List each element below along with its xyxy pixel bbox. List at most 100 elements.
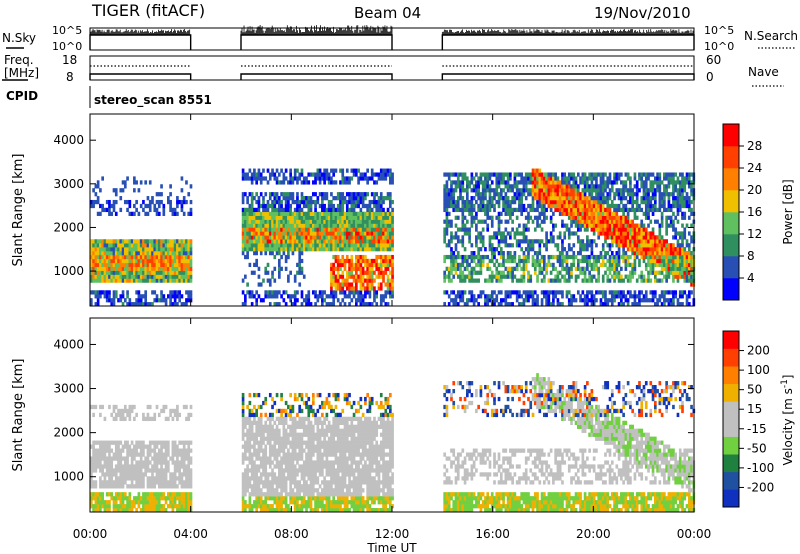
power-cell	[287, 254, 290, 260]
power-cell	[626, 219, 630, 224]
power-cell	[99, 211, 102, 216]
power-cell	[300, 270, 304, 275]
power-cell	[275, 211, 279, 216]
power-cell	[257, 211, 261, 216]
power-cell	[499, 254, 503, 260]
power-cell	[382, 278, 385, 283]
power-cell	[305, 211, 308, 216]
power-cell	[658, 196, 662, 201]
power-cell	[275, 180, 279, 185]
power-cell	[443, 235, 447, 240]
power-cell	[667, 266, 671, 271]
power-cell	[311, 223, 315, 228]
freq-line	[240, 73, 393, 80]
power-cell	[461, 176, 465, 181]
power-cell	[388, 258, 392, 264]
power-cell	[610, 298, 614, 303]
power-cell	[282, 211, 286, 216]
power-cell	[296, 243, 299, 248]
power-cell	[477, 258, 480, 264]
power-cell	[601, 196, 605, 201]
power-cell	[318, 227, 322, 232]
power-cell	[264, 239, 268, 244]
power-cell	[300, 180, 304, 185]
power-cell	[626, 243, 630, 248]
power-cell	[651, 227, 655, 232]
power-cell	[509, 274, 512, 279]
power-cell	[633, 211, 637, 216]
power-cell	[447, 302, 451, 307]
power-cell	[169, 239, 172, 244]
power-cell	[255, 251, 259, 256]
power-cell	[497, 251, 501, 256]
power-cell	[629, 290, 632, 295]
power-cell	[651, 235, 655, 240]
power-cell	[169, 302, 172, 307]
power-cell	[511, 196, 514, 201]
power-cell	[262, 199, 265, 205]
power-cell	[350, 254, 354, 260]
power-cell	[493, 290, 496, 295]
power-cell	[264, 219, 268, 224]
power-cell	[456, 184, 460, 189]
power-cell	[94, 274, 98, 279]
power-cell	[613, 266, 616, 271]
power-cell	[678, 274, 682, 279]
power-cell	[477, 254, 480, 260]
power-cell	[626, 192, 630, 197]
power-cell	[332, 282, 336, 287]
power-cell	[359, 235, 363, 240]
power-cell	[339, 286, 342, 291]
power-cell	[499, 219, 503, 224]
power-cell	[538, 239, 542, 244]
power-cell	[345, 199, 349, 205]
power-cell	[339, 290, 342, 295]
power-cell	[672, 235, 675, 240]
power-cell	[162, 262, 166, 268]
power-cell	[160, 192, 163, 197]
power-cell	[153, 298, 157, 303]
power-cell	[586, 203, 589, 209]
power-cell	[502, 254, 505, 260]
power-cell	[586, 215, 589, 220]
power-cell	[119, 262, 123, 268]
power-cell	[321, 207, 324, 213]
power-cell	[647, 278, 650, 283]
power-cell	[617, 258, 621, 264]
power-cell	[531, 199, 535, 205]
power-cell	[649, 290, 653, 295]
power-cell	[656, 180, 659, 185]
power-cell	[543, 266, 546, 271]
power-cell	[445, 274, 449, 279]
power-cell	[155, 262, 159, 268]
power-cell	[647, 247, 650, 252]
power-cell	[479, 219, 483, 224]
power-cell	[316, 243, 320, 248]
power-cell	[300, 266, 304, 271]
power-cell	[162, 254, 166, 260]
power-cell	[495, 247, 499, 252]
power-cell	[649, 184, 653, 189]
power-cell	[572, 188, 576, 193]
power-cell	[160, 298, 163, 303]
power-cell	[332, 290, 336, 295]
power-cell	[565, 223, 569, 228]
power-cell	[255, 172, 259, 177]
power-cell	[364, 176, 367, 181]
power-cell	[527, 239, 530, 244]
power-cell	[271, 207, 274, 213]
power-cell	[103, 239, 107, 244]
power-cell	[298, 207, 302, 213]
power-cell	[506, 243, 510, 248]
power-cell	[647, 203, 650, 209]
power-cell	[540, 278, 544, 283]
power-cell	[151, 302, 154, 307]
power-cell	[497, 192, 501, 197]
power-cell	[146, 266, 150, 271]
power-cell	[626, 176, 630, 181]
power-cell	[511, 274, 514, 279]
power-cell	[638, 188, 641, 193]
power-cell	[112, 243, 116, 248]
power-cell	[647, 270, 650, 275]
power-cell	[126, 239, 129, 244]
